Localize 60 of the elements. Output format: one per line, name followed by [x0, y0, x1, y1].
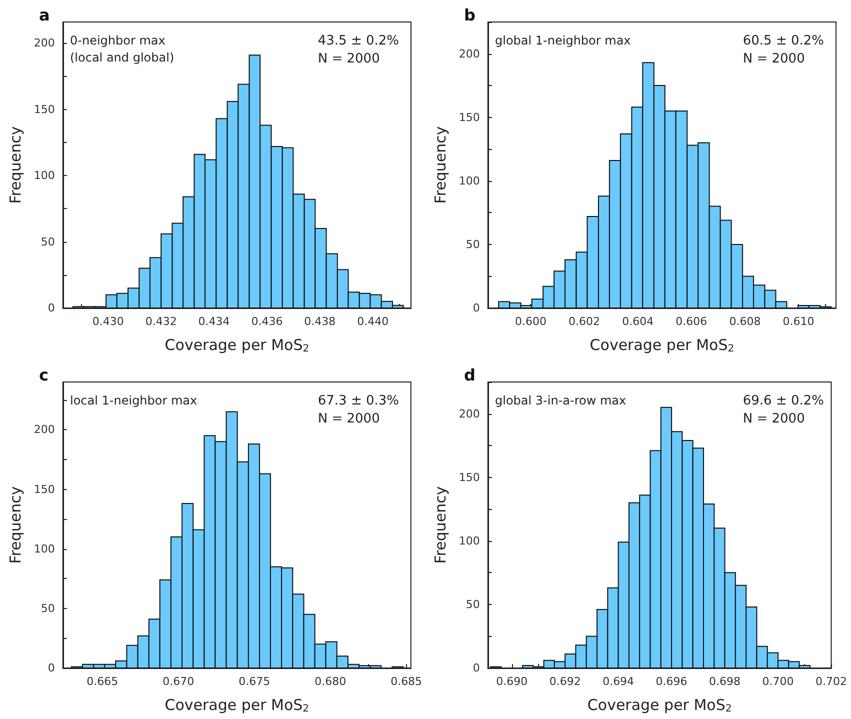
- x-tick-label: 0.694: [602, 674, 634, 688]
- y-tick-label: 150: [458, 110, 480, 124]
- y-tick-label: 100: [34, 542, 55, 555]
- annotation: 0-neighbor max (local and global): [70, 34, 174, 64]
- y-tick-label: 100: [34, 169, 55, 182]
- y-tick-label: 50: [40, 235, 55, 248]
- x-tick-label: 0.670: [162, 674, 194, 688]
- y-tick-label: 150: [34, 482, 55, 496]
- x-tick-label: 0.436: [251, 315, 283, 328]
- y-axis-title: Frequency: [6, 126, 24, 204]
- x-tick-label: 0.702: [816, 674, 848, 688]
- y-tick-label: 100: [458, 534, 480, 547]
- y-tick-label: 150: [34, 102, 55, 116]
- x-tick-label: 0.602: [568, 315, 600, 328]
- chart-title: b: [464, 6, 476, 24]
- x-tick-label: 0.606: [676, 315, 708, 328]
- x-tick-label: 0.700: [762, 674, 794, 688]
- x-tick-label: 0.690: [496, 674, 528, 688]
- y-tick-label: 0: [472, 302, 480, 314]
- y-tick-label: 0: [48, 661, 55, 674]
- y-tick-label: 0: [48, 302, 55, 314]
- y-tick-label: 100: [458, 174, 480, 188]
- annotation: local 1-neighbor max: [70, 393, 198, 407]
- y-tick-label: 50: [466, 238, 480, 251]
- chart-title: d: [464, 365, 476, 384]
- y-tick-label: 200: [458, 47, 480, 60]
- x-tick-label: 0.698: [709, 674, 741, 688]
- annotation: 69.6 ± 0.2% N = 2000: [742, 393, 824, 426]
- x-tick-label: 0.692: [549, 674, 581, 688]
- annotation: 67.3 ± 0.3% N = 2000: [318, 393, 400, 426]
- x-tick-label: 0.665: [86, 674, 118, 688]
- chart-title: c: [39, 365, 48, 384]
- x-tick-label: 0.430: [92, 315, 124, 328]
- y-axis-title: Frequency: [432, 126, 450, 204]
- x-tick-label: 0.600: [514, 315, 546, 328]
- x-tick-label: 0.608: [729, 315, 761, 328]
- y-tick-label: 200: [34, 422, 55, 436]
- y-tick-label: 50: [466, 597, 480, 610]
- y-axis-title: Frequency: [432, 486, 450, 564]
- x-tick-label: 0.696: [656, 674, 688, 688]
- x-tick-label: 0.685: [390, 674, 422, 688]
- y-tick-label: 200: [458, 406, 480, 420]
- annotation: 60.5 ± 0.2% N = 2000: [742, 34, 824, 66]
- chart-title: a: [39, 6, 50, 24]
- y-axis-title: Frequency: [6, 486, 24, 564]
- x-tick-label: 0.434: [198, 315, 230, 328]
- x-tick-label: 0.440: [357, 315, 389, 328]
- x-tick-label: 0.680: [314, 674, 346, 688]
- y-tick-label: 50: [40, 601, 55, 614]
- annotation: 43.5 ± 0.2% N = 2000: [318, 34, 400, 66]
- y-tick-label: 200: [34, 36, 55, 50]
- x-tick-label: 0.432: [145, 315, 177, 328]
- annotation: global 1-neighbor max: [495, 34, 631, 48]
- x-tick-label: 0.438: [304, 315, 336, 328]
- x-tick-label: 0.610: [782, 315, 814, 328]
- annotation: global 3-in-a-row max: [495, 393, 626, 407]
- y-tick-label: 0: [472, 661, 480, 674]
- x-tick-label: 0.675: [238, 674, 270, 688]
- x-tick-label: 0.604: [622, 315, 654, 328]
- y-tick-label: 150: [458, 470, 480, 484]
